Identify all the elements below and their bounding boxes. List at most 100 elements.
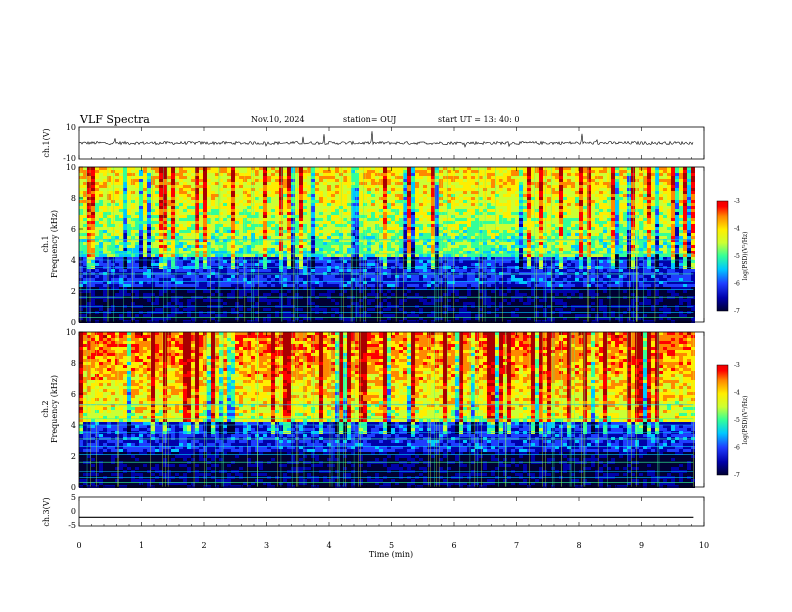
spectrogram-cell (211, 224, 215, 227)
spectrogram-cell (259, 221, 263, 224)
spectrogram-cell (151, 167, 155, 170)
spectrogram-cell (435, 194, 439, 197)
spectrogram-cell (431, 278, 435, 281)
spectrogram-cell (383, 209, 387, 212)
spectrogram-cell (91, 179, 95, 182)
spectrogram-cell (355, 263, 359, 266)
spectrogram-cell (279, 206, 283, 209)
spectrogram-cell (159, 317, 163, 320)
spectrogram-cell (163, 215, 167, 218)
spectrogram-cell (251, 278, 255, 281)
spectrogram-cell (143, 308, 147, 311)
spectrogram-cell (331, 251, 335, 254)
spectrogram-cell (107, 185, 111, 188)
spectrogram-cell (351, 314, 355, 317)
spectrogram-cell (103, 233, 107, 236)
spectrogram-cell (335, 197, 339, 200)
spectrogram-cell (191, 275, 195, 278)
spectrogram-cell (123, 278, 127, 281)
spectrogram-cell (447, 224, 451, 227)
spectrogram-cell (387, 188, 391, 191)
spectrogram-cell (95, 224, 99, 227)
spectrogram-cell (119, 203, 123, 206)
spectrogram-cell (391, 245, 395, 248)
spectrogram-cell (247, 215, 251, 218)
spectrogram-cell (187, 179, 191, 182)
spectrogram-cell (123, 251, 127, 254)
spectrogram-cell (103, 203, 107, 206)
spectrogram-cell (135, 215, 139, 218)
spectrogram-cell (331, 281, 335, 284)
spectrogram-cell (455, 242, 459, 245)
spectrogram-cell (127, 317, 131, 320)
spectrogram-cell (407, 239, 411, 242)
spectrogram-cell (267, 260, 271, 263)
spectrogram-cell (335, 314, 339, 317)
spectrogram-cell (179, 167, 183, 170)
spectrogram-cell (183, 245, 187, 248)
spectrogram-cell (355, 302, 359, 305)
spectrogram-cell (415, 272, 419, 275)
spectrogram-cell (447, 239, 451, 242)
spectrogram-cell (367, 185, 371, 188)
spectrogram-cell (251, 236, 255, 239)
spectrogram-cell (123, 224, 127, 227)
spectrogram-cell (435, 269, 439, 272)
spectrogram-cell (283, 320, 287, 323)
ch1-ytick-bottom: -10 (63, 154, 76, 163)
spectrogram-cell (175, 290, 179, 293)
spectrogram-cell (187, 314, 191, 317)
spectrogram-cell (307, 185, 311, 188)
spectrogram-cell (395, 281, 399, 284)
spectrogram-cell (255, 173, 259, 176)
spectrogram-cell (247, 233, 251, 236)
spectrogram-cell (99, 197, 103, 200)
spectrogram-cell (115, 200, 119, 203)
spectrogram-cell (423, 182, 427, 185)
spectrogram-cell (111, 209, 115, 212)
spectrogram-cell (175, 170, 179, 173)
spectrogram-cell (235, 200, 239, 203)
spectrogram-cell (359, 170, 363, 173)
spectrogram-cell (351, 272, 355, 275)
spectrogram-cell (167, 179, 171, 182)
spectrogram-cell (447, 317, 451, 320)
spectrogram-cell (227, 176, 231, 179)
spectrogram-cell (267, 314, 271, 317)
spectrogram-cell (211, 215, 215, 218)
spectrogram-cell (455, 257, 459, 260)
spectrogram-cell (187, 272, 191, 275)
spectrogram-cell (247, 188, 251, 191)
spectrogram-cell (355, 218, 359, 221)
spectrogram-cell (311, 245, 315, 248)
spectrogram-cell (151, 272, 155, 275)
spectrogram-cell (223, 194, 227, 197)
spectrogram-cell (195, 176, 199, 179)
spectrogram-cell (227, 188, 231, 191)
spectrogram-cell (299, 182, 303, 185)
spectrogram-cell (419, 206, 423, 209)
spectrogram-cell (119, 215, 123, 218)
spectrogram-cell (355, 182, 359, 185)
spectrogram-cell (203, 320, 207, 323)
spectrogram-cell (203, 251, 207, 254)
spectrogram-cell (459, 275, 463, 278)
spectrogram-cell (411, 320, 415, 323)
spectrogram-cell (87, 281, 91, 284)
spectrogram-cell (227, 302, 231, 305)
spectrogram-cell (415, 176, 419, 179)
spectrogram-cell (199, 230, 203, 233)
spectrogram-cell (311, 167, 315, 170)
spectrogram-cell (451, 227, 455, 230)
spectrogram-cell (327, 191, 331, 194)
spectrogram-cell (255, 269, 259, 272)
spectrogram-cell (143, 182, 147, 185)
spectrogram-cell (379, 194, 383, 197)
spectrogram-cell (247, 269, 251, 272)
spectrogram-cell (87, 242, 91, 245)
spectrogram-cell (91, 200, 95, 203)
spectrogram-cell (327, 188, 331, 191)
spectrogram-cell (155, 290, 159, 293)
spectrogram-cell (159, 176, 163, 179)
spectrogram-cell (179, 182, 183, 185)
